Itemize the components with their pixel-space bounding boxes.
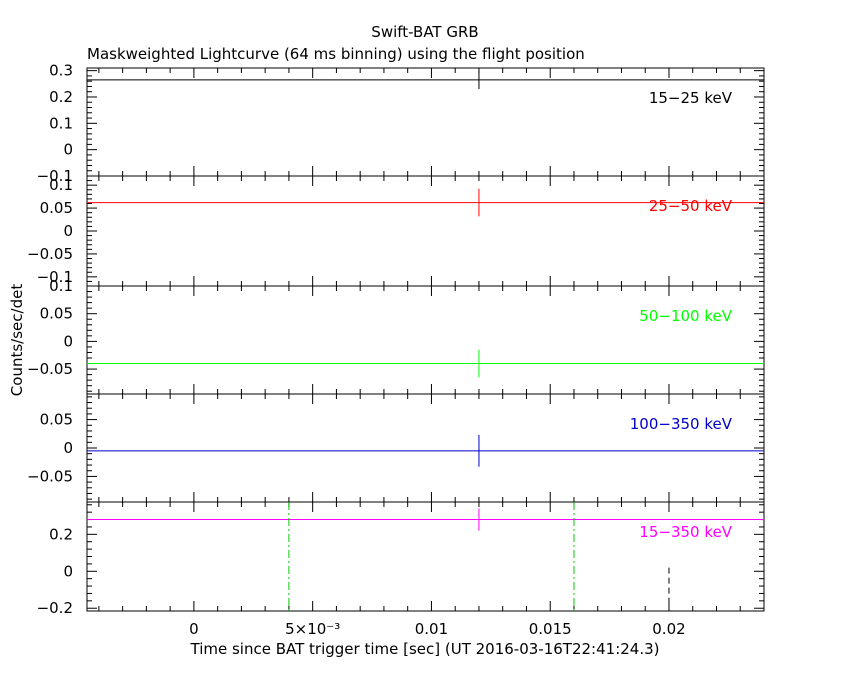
- panel-15-350-kev: −0.2 0 0.2 15−350 keV: [37, 501, 765, 617]
- x-tick-label: 0.015: [529, 620, 572, 638]
- y-tick-label: 0.05: [40, 305, 73, 323]
- band-label: 15−25 keV: [649, 89, 733, 107]
- band-label: 50−100 keV: [639, 307, 732, 325]
- y-tick-label: 0.2: [49, 88, 73, 106]
- panel-frame: [86, 393, 765, 503]
- y-tick-label: 0.05: [40, 411, 73, 429]
- y-tick-label: 0: [63, 562, 73, 580]
- panel-100-350-kev: −0.05 0 0.05 100−350 keV: [27, 393, 765, 503]
- chart-title: Swift-BAT GRB: [371, 23, 479, 41]
- y-tick-label: 0: [63, 332, 73, 350]
- chart-subtitle: Maskweighted Lightcurve (64 ms binning) …: [87, 45, 585, 63]
- y-tick-label: −0.1: [37, 167, 73, 185]
- x-axis-label: Time since BAT trigger time [sec] (UT 20…: [190, 640, 660, 658]
- panel-25-50-kev: −0.1 −0.05 0 0.05 0.1 25−50 keV: [27, 175, 765, 287]
- band-label: 100−350 keV: [630, 415, 733, 433]
- band-label: 15−350 keV: [639, 523, 732, 541]
- y-tick-label: 0: [63, 141, 73, 159]
- y-tick-label: −0.1: [37, 268, 73, 286]
- panel-15-25-kev: −0.1 0 0.1 0.2 0.3 15−25 keV: [37, 62, 765, 185]
- x-tick-label: 0: [189, 620, 199, 638]
- panel-frame: [86, 67, 765, 177]
- x-tick-label: 5×10⁻³: [285, 620, 340, 638]
- y-tick-label: 0.05: [40, 199, 73, 217]
- y-tick-label: −0.05: [27, 360, 73, 378]
- y-tick-label: −0.05: [27, 467, 73, 485]
- y-tick-label: 0.1: [49, 114, 73, 132]
- x-tick-label: 0.01: [415, 620, 448, 638]
- y-tick-label: 0.3: [49, 62, 73, 80]
- y-tick-label: 0: [63, 222, 73, 240]
- x-tick-label: 0.02: [652, 620, 685, 638]
- y-tick-label: 0.1: [49, 277, 73, 295]
- band-label: 25−50 keV: [649, 197, 733, 215]
- y-tick-label: −0.05: [27, 245, 73, 263]
- y-tick-label: 0.2: [49, 525, 73, 543]
- panel-50-100-kev: −0.05 0 0.05 0.1 50−100 keV: [27, 277, 765, 395]
- panel-frame: [86, 175, 765, 287]
- y-tick-label: 0.1: [49, 176, 73, 194]
- panel-frame: [86, 501, 765, 612]
- y-axis-label: Counts/sec/det: [8, 283, 26, 397]
- y-tick-label: −0.2: [37, 599, 73, 617]
- panel-frame: [86, 285, 765, 395]
- y-tick-label: 0: [63, 439, 73, 457]
